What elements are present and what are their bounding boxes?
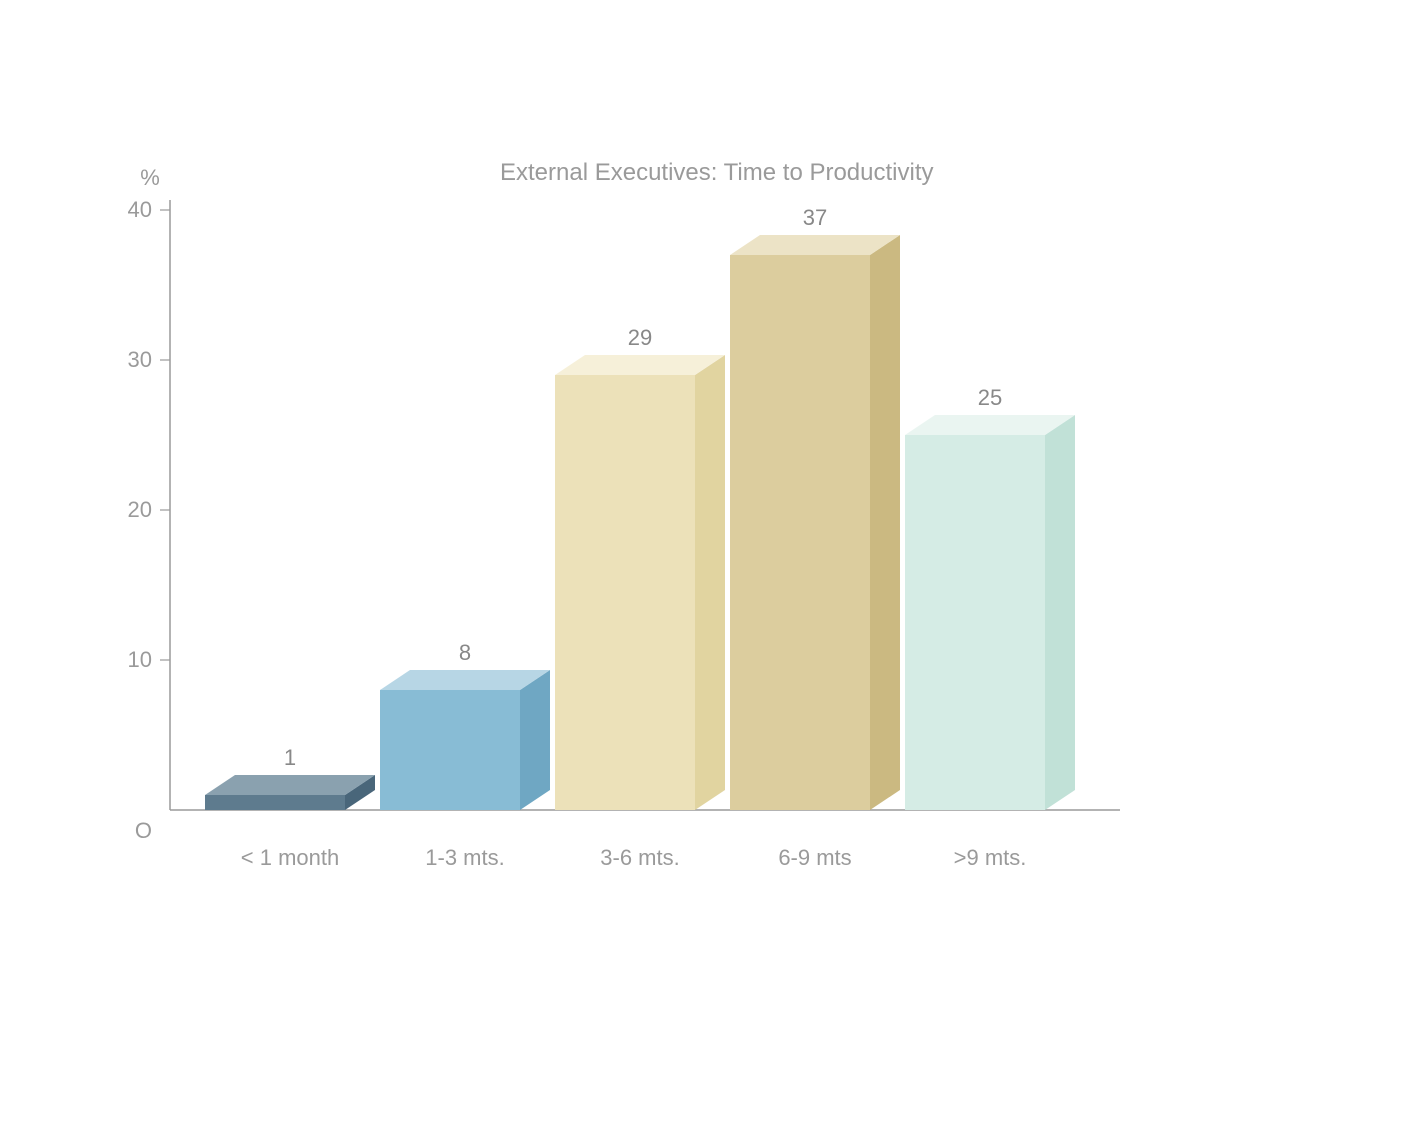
category-label: 1-3 mts. <box>425 845 504 870</box>
bar-side <box>1045 415 1075 810</box>
bar-side <box>695 355 725 810</box>
category-label: < 1 month <box>241 845 339 870</box>
y-unit-label: % <box>140 165 160 190</box>
origin-label: O <box>135 818 152 843</box>
category-label: >9 mts. <box>954 845 1027 870</box>
bar-front <box>730 255 870 810</box>
bar-value-label: 37 <box>803 205 827 230</box>
bar-value-label: 1 <box>284 745 296 770</box>
bar-value-label: 25 <box>978 385 1002 410</box>
bar-top <box>905 415 1075 435</box>
bar-top <box>555 355 725 375</box>
bar-front <box>905 435 1045 810</box>
chart-title: External Executives: Time to Productivit… <box>500 159 934 186</box>
bar-top <box>380 670 550 690</box>
bar-top <box>730 235 900 255</box>
bar-value-label: 8 <box>459 640 471 665</box>
category-label: 6-9 mts <box>778 845 851 870</box>
bar-front <box>205 795 345 810</box>
y-tick-label: 40 <box>128 197 152 222</box>
category-label: 3-6 mts. <box>600 845 679 870</box>
bar-top <box>205 775 375 795</box>
bar-front <box>555 375 695 810</box>
bar-side <box>520 670 550 810</box>
chart-svg: External Executives: Time to Productivit… <box>120 150 1120 930</box>
bar-side <box>870 235 900 810</box>
y-tick-label: 30 <box>128 347 152 372</box>
bar-front <box>380 690 520 810</box>
y-tick-label: 20 <box>128 497 152 522</box>
bar-chart: External Executives: Time to Productivit… <box>120 150 1120 930</box>
bar-value-label: 29 <box>628 325 652 350</box>
y-tick-label: 10 <box>128 647 152 672</box>
